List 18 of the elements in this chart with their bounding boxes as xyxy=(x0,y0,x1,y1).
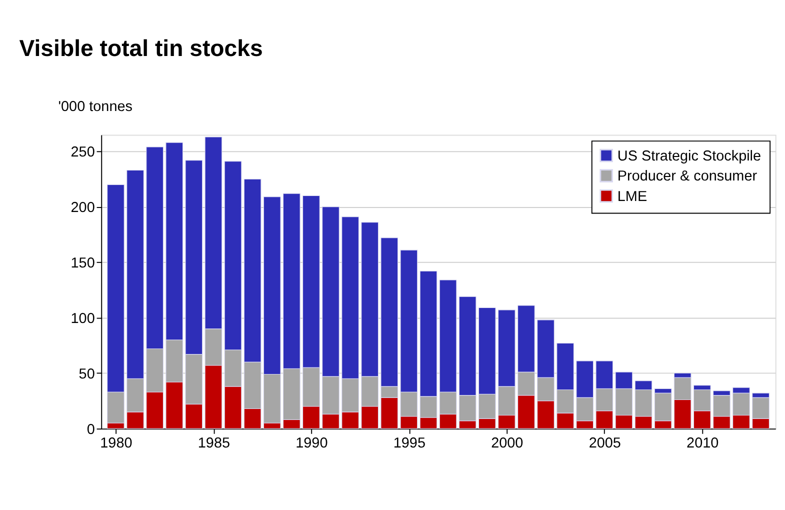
legend-label: US Strategic Stockpile xyxy=(617,148,762,164)
x-tick-label: 2005 xyxy=(588,435,621,452)
x-tick-label: 1985 xyxy=(198,435,230,452)
x-tick-label: 1980 xyxy=(100,435,132,452)
y-tick-label: 0 xyxy=(86,422,95,438)
y-tick-label: 250 xyxy=(70,144,95,161)
x-tick-label: 1990 xyxy=(296,435,328,452)
x-tick-label: 2000 xyxy=(491,435,524,452)
chart-title: Visible total tin stocks xyxy=(19,34,263,61)
y-axis-title: '000 tonnes xyxy=(58,99,132,116)
legend-label: LME xyxy=(617,188,648,205)
y-tick-label: 50 xyxy=(78,366,95,382)
y-tick-label: 150 xyxy=(70,256,95,272)
y-tick-label: 200 xyxy=(70,200,95,216)
y-tick-label: 100 xyxy=(70,311,95,328)
legend-label: Producer & consumer xyxy=(617,168,758,185)
x-tick-label: 2010 xyxy=(686,435,719,452)
x-tick-label: 1995 xyxy=(393,435,426,452)
